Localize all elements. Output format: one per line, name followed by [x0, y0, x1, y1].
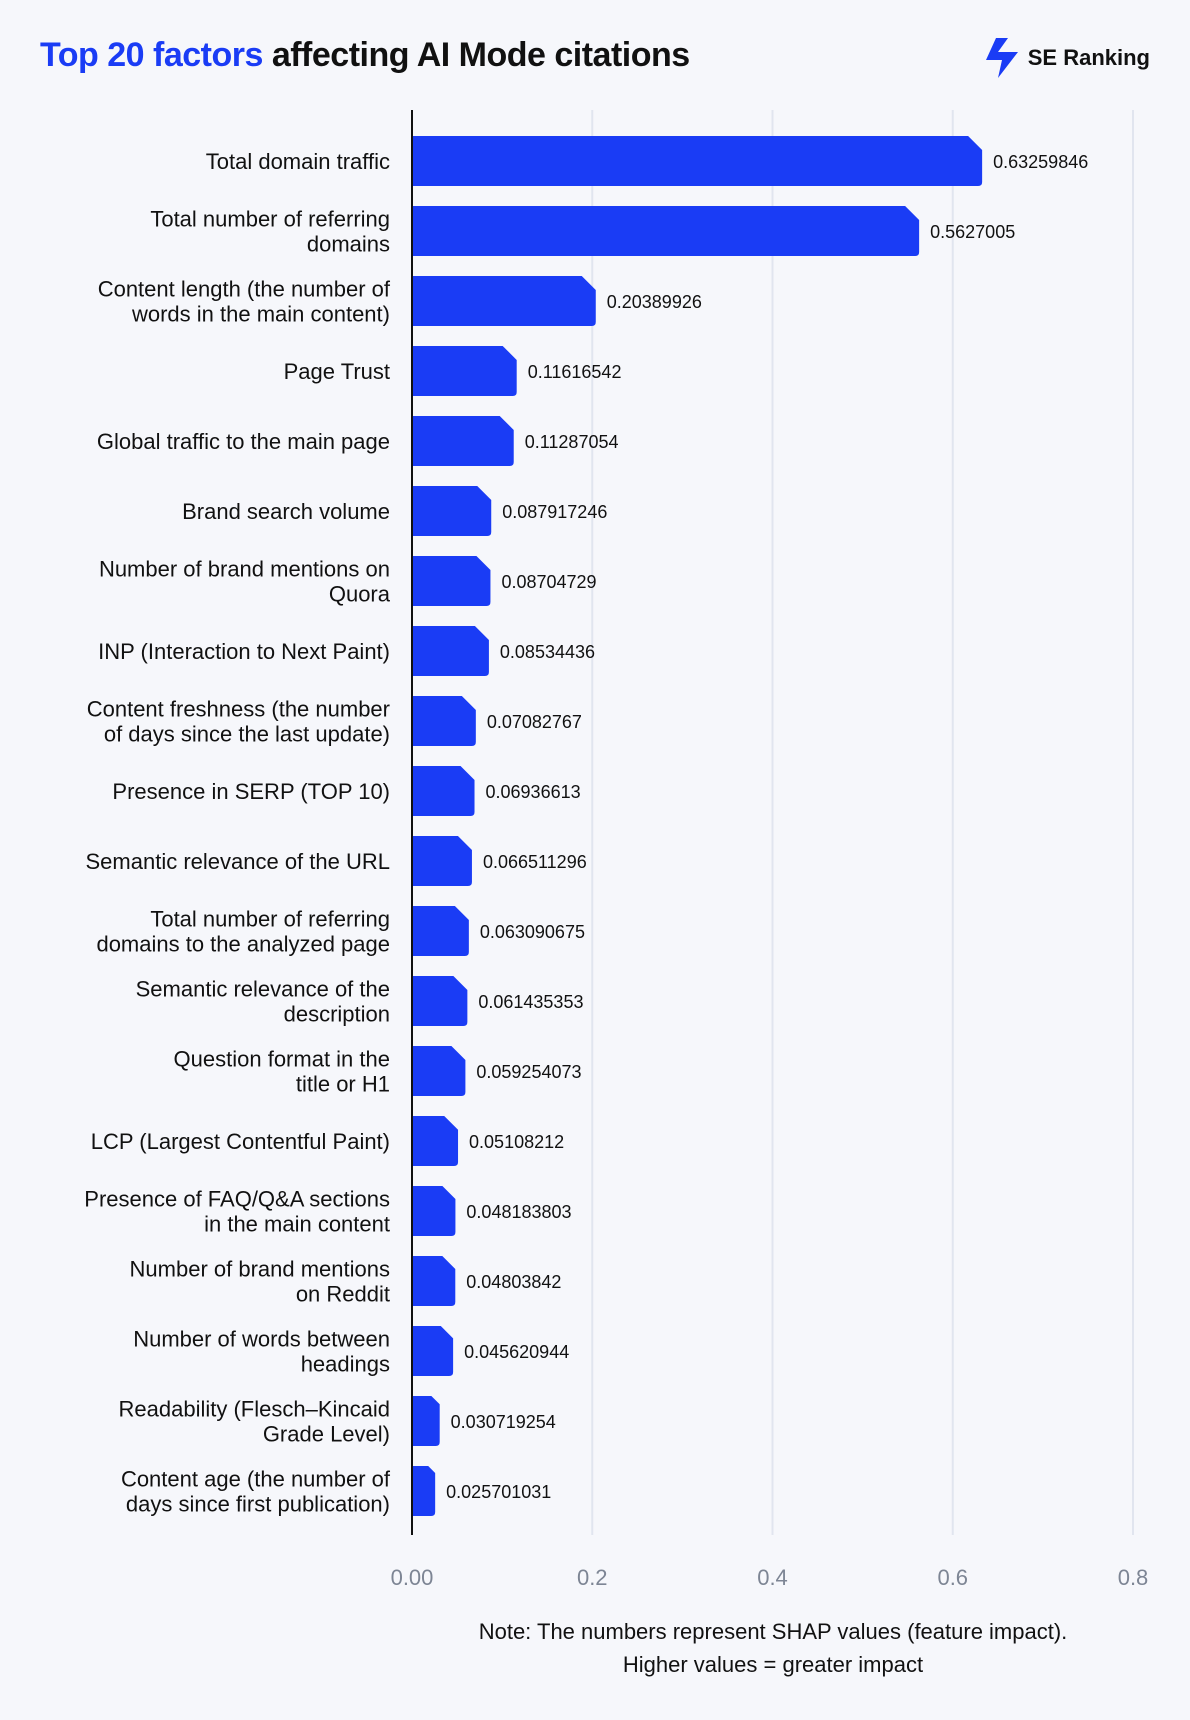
bar: [412, 276, 596, 326]
bar: [412, 1466, 436, 1516]
category-label: Content freshness (the number: [87, 697, 390, 722]
category-label: Readability (Flesch–Kincaid: [119, 1397, 390, 1422]
value-label: 0.11287054: [525, 432, 619, 452]
category-label: Number of words between: [133, 1327, 390, 1352]
bar: [412, 766, 475, 816]
value-label: 0.066511296: [483, 852, 587, 872]
category-label: Semantic relevance of the: [136, 977, 390, 1002]
category-label: Page Trust: [284, 359, 390, 384]
category-label: Quora: [329, 582, 391, 607]
bar: [412, 416, 514, 466]
value-label: 0.030719254: [451, 1412, 556, 1432]
category-label: Total domain traffic: [206, 149, 390, 174]
value-label: 0.5627005: [930, 222, 1015, 242]
category-label: on Reddit: [296, 1282, 390, 1307]
value-label: 0.045620944: [464, 1342, 569, 1362]
category-label: headings: [301, 1352, 390, 1377]
x-tick-label: 0.2: [577, 1565, 608, 1590]
title-highlight: Top 20 factors: [40, 36, 263, 74]
category-label: Total number of referring: [150, 907, 390, 932]
bar: [412, 976, 468, 1026]
category-label: Content age (the number of: [121, 1467, 391, 1492]
bar: [412, 1326, 454, 1376]
category-label: Grade Level): [263, 1422, 390, 1447]
value-label: 0.08704729: [501, 572, 596, 592]
logo-text: SE Ranking: [1027, 45, 1150, 70]
x-tick-label: 0.8: [1118, 1565, 1149, 1590]
category-label: domains to the analyzed page: [96, 932, 390, 957]
value-label: 0.04803842: [466, 1272, 561, 1292]
value-label: 0.05108212: [469, 1132, 564, 1152]
category-label: INP (Interaction to Next Paint): [98, 639, 390, 664]
category-label: Presence of FAQ/Q&A sections: [84, 1187, 390, 1212]
bar: [412, 696, 476, 746]
bar: [412, 1116, 459, 1166]
value-label: 0.048183803: [466, 1202, 571, 1222]
bar: [412, 1046, 466, 1096]
note-line-1: Note: The numbers represent SHAP values …: [478, 1619, 1068, 1644]
value-label: 0.063090675: [480, 922, 585, 942]
bar: [412, 486, 492, 536]
chart-note: Note: The numbers represent SHAP values …: [413, 1615, 1133, 1681]
category-label: Presence in SERP (TOP 10): [112, 779, 390, 804]
value-label: 0.061435353: [478, 992, 583, 1012]
category-label: Global traffic to the main page: [97, 429, 390, 454]
category-label: Number of brand mentions: [130, 1257, 390, 1282]
value-label: 0.087917246: [502, 502, 607, 522]
category-label: Question format in the: [174, 1047, 390, 1072]
category-label: days since first publication): [126, 1492, 390, 1517]
category-label: in the main content: [204, 1212, 390, 1237]
value-label: 0.11616542: [528, 362, 622, 382]
value-label: 0.07082767: [487, 712, 582, 732]
bar: [412, 1186, 456, 1236]
category-label: of days since the last update): [104, 722, 390, 747]
bar: [412, 1256, 456, 1306]
title-rest: affecting AI Mode citations: [271, 36, 690, 74]
category-label: Total number of referring: [150, 207, 390, 232]
category-label: domains: [307, 232, 390, 257]
category-label: Number of brand mentions on: [99, 557, 390, 582]
lightning-logo-icon: [985, 38, 1018, 78]
category-label: description: [284, 1002, 390, 1027]
bar: [412, 626, 489, 676]
category-label: words in the main content): [131, 302, 390, 327]
category-label: Content length (the number of: [98, 277, 391, 302]
bar: [412, 136, 983, 186]
value-label: 0.059254073: [476, 1062, 581, 1082]
category-label: Brand search volume: [182, 499, 390, 524]
x-tick-label: 0.00: [391, 1565, 434, 1590]
value-label: 0.06936613: [486, 782, 581, 802]
x-tick-label: 0.6: [937, 1565, 968, 1590]
bar: [412, 206, 920, 256]
value-label: 0.025701031: [446, 1482, 551, 1502]
bar: [412, 346, 517, 396]
category-label: LCP (Largest Contentful Paint): [91, 1129, 390, 1154]
bar: [412, 906, 469, 956]
category-label: Semantic relevance of the URL: [86, 849, 391, 874]
value-label: 0.08534436: [500, 642, 595, 662]
value-label: 0.63259846: [993, 152, 1088, 172]
se-ranking-logo: SE Ranking: [984, 38, 1150, 78]
category-label: title or H1: [296, 1072, 390, 1097]
note-line-2: Higher values = greater impact: [622, 1652, 924, 1677]
chart-title: Top 20 factors affecting AI Mode citatio…: [40, 36, 690, 75]
value-label: 0.20389926: [607, 292, 702, 312]
bar: [412, 836, 472, 886]
bar: [412, 556, 491, 606]
bar: [412, 1396, 440, 1446]
x-tick-label: 0.4: [757, 1565, 788, 1590]
